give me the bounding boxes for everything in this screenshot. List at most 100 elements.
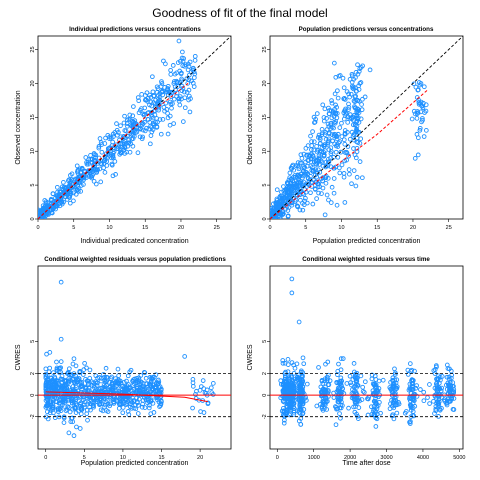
data-point — [109, 162, 115, 168]
data-point — [149, 125, 155, 130]
data-point — [291, 167, 297, 173]
data-point — [335, 399, 341, 405]
data-point — [311, 139, 317, 145]
data-point — [84, 160, 89, 165]
data-point — [451, 407, 457, 412]
data-point — [135, 150, 141, 156]
data-point — [285, 208, 291, 213]
data-point — [155, 397, 160, 403]
x-tick-label: 0 — [268, 225, 271, 231]
data-point — [335, 95, 341, 101]
data-point — [353, 183, 359, 189]
data-point — [447, 366, 452, 372]
data-point — [78, 411, 84, 417]
x-axis-label: Population predicted concentration — [81, 460, 189, 467]
data-point — [137, 108, 143, 113]
data-point — [69, 171, 75, 177]
y-tick-label: 15 — [262, 114, 268, 120]
data-point — [329, 115, 335, 121]
data-point — [444, 374, 450, 380]
data-point — [279, 198, 285, 204]
data-point — [297, 405, 303, 411]
data-point — [336, 73, 342, 79]
data-point — [305, 171, 311, 177]
data-point — [276, 203, 281, 209]
data-point — [295, 203, 301, 209]
data-point — [390, 386, 396, 391]
data-point — [42, 215, 47, 219]
data-point — [158, 99, 164, 105]
data-point — [181, 56, 187, 61]
data-point — [365, 396, 371, 402]
x-tick-label: 25 — [446, 225, 452, 231]
data-point — [436, 392, 441, 397]
x-tick-label: 3000 — [380, 455, 392, 461]
data-point — [292, 199, 298, 204]
data-point — [354, 174, 360, 180]
data-point — [94, 169, 99, 175]
data-point — [357, 398, 362, 404]
data-point — [71, 433, 77, 439]
data-point — [86, 380, 91, 386]
data-point — [326, 138, 331, 144]
data-point — [407, 419, 412, 425]
data-point — [421, 398, 427, 404]
data-point — [303, 195, 308, 201]
data-point — [198, 384, 204, 389]
data-point — [324, 116, 329, 121]
data-point — [111, 134, 116, 139]
data-point — [338, 149, 344, 155]
x-axis-label: Individual predicated concentration — [80, 238, 188, 245]
data-point — [73, 363, 79, 369]
data-point — [298, 197, 303, 203]
data-point — [421, 134, 427, 139]
data-point — [122, 151, 128, 156]
x-tick-label: 5 — [83, 455, 86, 461]
data-point — [63, 408, 69, 414]
data-point — [78, 170, 84, 176]
y-tick-label: 20 — [262, 80, 268, 86]
data-point — [73, 191, 79, 197]
data-point — [104, 398, 110, 403]
data-point — [38, 216, 41, 219]
data-point — [391, 416, 397, 422]
data-point — [356, 405, 362, 410]
data-point — [185, 81, 191, 86]
data-point — [300, 207, 306, 213]
data-point — [118, 123, 123, 129]
data-point — [355, 383, 361, 388]
data-point — [357, 140, 363, 146]
data-point — [433, 406, 439, 412]
x-tick-label: 15 — [142, 225, 148, 231]
data-point — [277, 195, 282, 201]
data-point — [170, 63, 176, 68]
data-point — [319, 378, 325, 383]
data-point — [303, 159, 308, 165]
data-point — [337, 139, 343, 144]
data-point — [159, 79, 164, 84]
data-point — [350, 84, 356, 90]
data-point — [352, 104, 357, 109]
panel-1: Individual predictions versus concentrat… — [15, 26, 232, 245]
data-point — [42, 198, 48, 203]
data-point — [107, 136, 112, 142]
data-point — [342, 108, 348, 114]
data-point — [346, 167, 352, 172]
data-point — [323, 180, 329, 186]
data-point — [135, 95, 141, 100]
data-point — [170, 101, 175, 106]
data-point — [324, 378, 330, 383]
data-point — [332, 91, 338, 97]
data-point — [75, 167, 81, 173]
data-point — [316, 132, 322, 138]
data-point — [45, 384, 51, 389]
x-tick-label: 4000 — [417, 455, 429, 461]
data-point — [323, 164, 329, 170]
data-point — [57, 400, 62, 406]
data-point — [333, 102, 338, 108]
data-point — [342, 141, 348, 147]
data-point — [152, 108, 158, 114]
data-point — [347, 115, 353, 121]
data-point — [51, 410, 56, 416]
data-point — [284, 409, 290, 415]
